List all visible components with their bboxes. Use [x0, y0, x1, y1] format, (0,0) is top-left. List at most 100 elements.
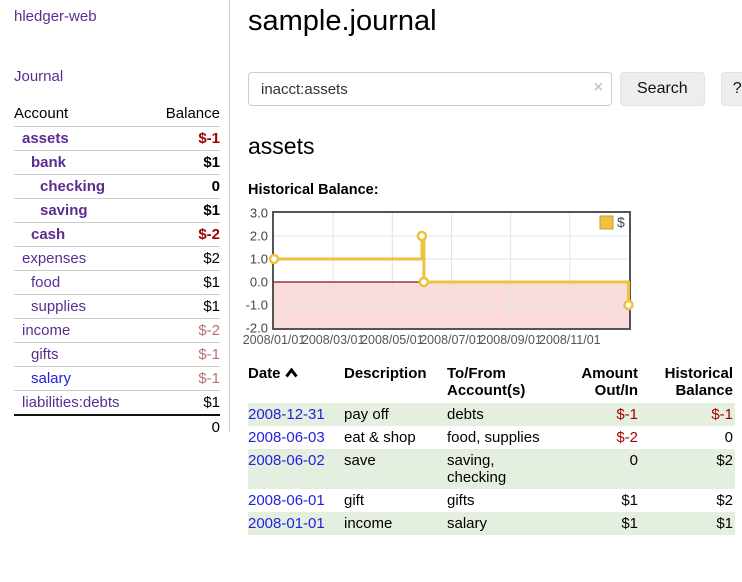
register-row: 2008-12-31 pay off debts $-1 $-1 [248, 403, 735, 426]
transaction-accounts: salary [447, 512, 556, 535]
transaction-balance: $1 [640, 512, 735, 535]
sort-ascending-icon [284, 365, 298, 382]
transaction-date-link[interactable]: 2008-06-03 [248, 429, 325, 446]
account-row: cash $-2 [14, 222, 220, 247]
sidebar-account-link[interactable]: bank [31, 154, 67, 171]
sidebar-account-link[interactable]: gifts [31, 346, 59, 363]
sidebar-account-link[interactable]: supplies [31, 298, 87, 315]
search-button[interactable]: Search [620, 72, 705, 106]
transaction-balance: $-1 [640, 403, 735, 426]
chart-heading: Historical Balance: [248, 182, 379, 198]
transaction-accounts: gifts [447, 492, 475, 509]
account-balance: $2 [150, 246, 220, 271]
account-balance: $-1 [150, 126, 220, 151]
register-header-tofrom: To/From Account(s) [447, 365, 526, 399]
legend-series-label: $ [617, 214, 625, 230]
account-balance: $1 [150, 294, 220, 319]
register-row: 2008-01-01 income salary $1 $1 [248, 512, 735, 535]
transaction-accounts: debts [447, 403, 556, 426]
svg-text:-2.0: -2.0 [246, 321, 268, 336]
sidebar-account-link[interactable]: salary [31, 370, 72, 387]
transaction-balance: 0 [724, 429, 733, 446]
transaction-description: income [344, 512, 447, 535]
svg-text:2008/07/01: 2008/07/01 [420, 333, 483, 347]
svg-text:2008/03/01: 2008/03/01 [302, 333, 365, 347]
account-row: salary $-1 [14, 366, 220, 391]
sidebar-account-link[interactable]: assets [22, 130, 69, 147]
svg-text:1.0: 1.0 [250, 252, 268, 267]
register-row: 2008-06-01 gift gifts $1 $2 [248, 489, 735, 512]
register-row: 2008-06-02 save saving, checking 0 $2 [248, 449, 735, 489]
account-balance: $1 [150, 270, 220, 295]
transaction-description: eat & shop [344, 429, 416, 446]
sidebar-account-link[interactable]: food [31, 274, 61, 291]
search-form: × Search ? [248, 72, 742, 106]
search-box: × [248, 72, 612, 106]
sidebar-account-link[interactable]: checking [40, 178, 106, 195]
account-balance: $1 [150, 150, 220, 175]
help-button[interactable]: ? [720, 72, 742, 106]
transaction-date-link[interactable]: 2008-12-31 [248, 406, 325, 423]
register-table: Date Description To/From Account(s) Amou… [248, 363, 735, 535]
historical-balance-chart: $2008/01/01 2008/03/01 2008/05/01 2008/07/0… [243, 206, 742, 349]
search-input[interactable] [248, 72, 612, 106]
account-row: bank $1 [14, 150, 220, 175]
svg-text:2.0: 2.0 [250, 229, 268, 244]
sidebar: hledger-web Journal Account Balance asse… [0, 0, 230, 582]
clear-search-icon[interactable]: × [593, 79, 603, 96]
transaction-date-link[interactable]: 2008-01-01 [248, 515, 325, 532]
svg-text:2008/09/01: 2008/09/01 [479, 333, 542, 347]
transaction-amount: $-1 [556, 403, 640, 426]
svg-text:0.0: 0.0 [250, 275, 268, 290]
transaction-description: save [344, 449, 447, 489]
page-title: sample.journal [248, 5, 437, 37]
sidebar-item-journal[interactable]: Journal [14, 68, 64, 85]
main-content: sample.journal × Search ? assets Histori… [230, 0, 742, 582]
account-heading: assets [248, 133, 315, 159]
transaction-description: gift [344, 492, 365, 509]
accounts-table: Account Balance assets $-1 bank $1 checking 0… [14, 102, 220, 439]
transaction-description: pay off [344, 403, 447, 426]
account-balance: $-1 [150, 366, 220, 391]
transaction-amount: 0 [556, 449, 640, 489]
transaction-balance: $2 [716, 492, 733, 509]
sidebar-account-link[interactable]: liabilities:debts [22, 394, 120, 411]
accounts-total-row: 0 [14, 414, 220, 439]
transaction-date-link[interactable]: 2008-06-01 [248, 492, 325, 509]
transaction-amount: $1 [621, 492, 638, 509]
account-balance: $-1 [150, 342, 220, 367]
chart-plot: $2008/01/012008/03/012008/05/012008/07/0… [243, 206, 634, 347]
account-balance: $-2 [150, 318, 220, 343]
register-header-amount: Amount Out/In [581, 365, 638, 399]
register-header-date: Date [248, 363, 344, 403]
sidebar-account-link[interactable]: income [22, 322, 71, 339]
accounts-header-account: Account [14, 105, 69, 122]
transaction-balance: $2 [640, 449, 735, 489]
account-row: food $1 [14, 270, 220, 295]
account-balance: $1 [150, 198, 220, 223]
transaction-accounts: food, supplies [447, 429, 540, 446]
sidebar-divider [229, 0, 230, 432]
transaction-amount: $1 [556, 512, 640, 535]
register-header-date-label: Date [248, 365, 281, 382]
accounts-header-balance: Balance [165, 105, 220, 122]
transaction-amount: $-2 [616, 429, 638, 446]
account-balance: 0 [150, 174, 220, 199]
transaction-accounts: saving, checking [447, 449, 556, 489]
sidebar-account-link[interactable]: expenses [22, 250, 87, 267]
account-row: gifts $-1 [14, 342, 220, 367]
svg-text:2008/05/01: 2008/05/01 [361, 333, 424, 347]
svg-text:2008/01/01: 2008/01/01 [243, 333, 306, 347]
transaction-date-link[interactable]: 2008-06-02 [248, 452, 325, 469]
account-row: saving $1 [14, 198, 220, 223]
account-row: assets $-1 [14, 126, 220, 151]
svg-text:2008/11/01: 2008/11/01 [539, 333, 601, 347]
svg-text:3.0: 3.0 [250, 206, 268, 221]
account-row: expenses $2 [14, 246, 220, 271]
account-row: liabilities:debts $1 [14, 390, 220, 415]
brand-link[interactable]: hledger-web [14, 8, 97, 25]
register-header-balance: Historical Balance [664, 365, 733, 399]
sidebar-account-link[interactable]: cash [31, 226, 66, 243]
sidebar-account-link[interactable]: saving [40, 202, 88, 219]
